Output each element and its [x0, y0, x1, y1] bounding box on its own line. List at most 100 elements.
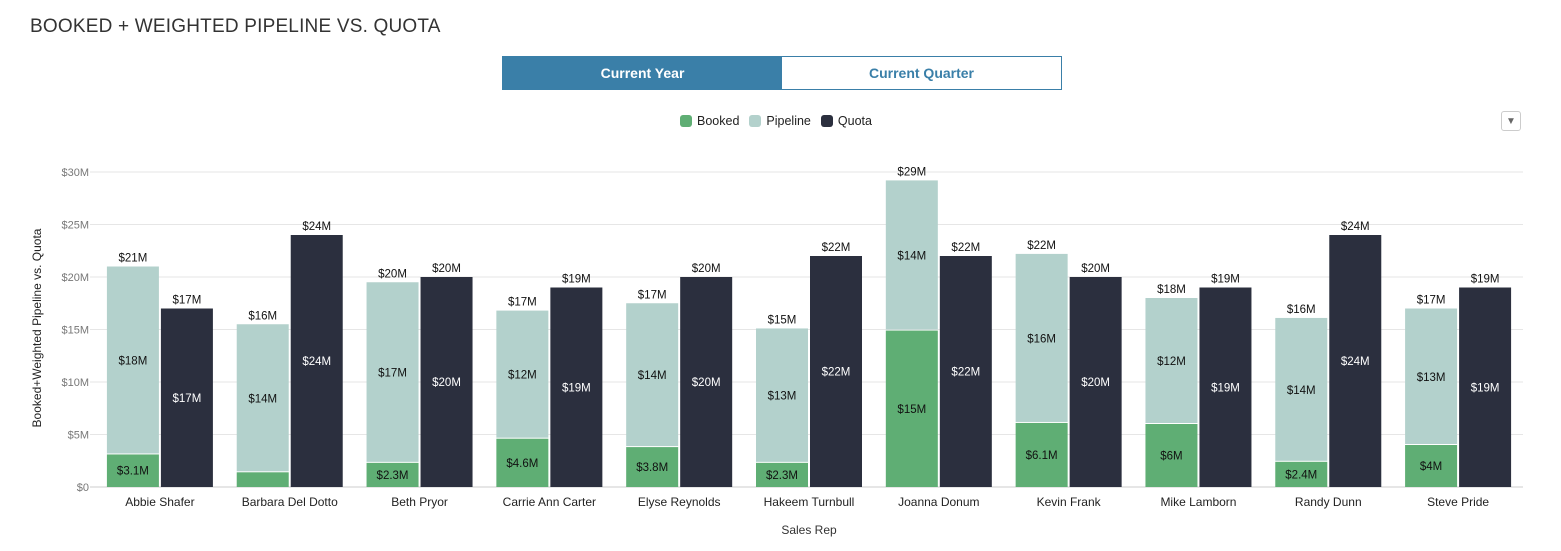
quota-bar [1069, 277, 1122, 487]
legend-label: Pipeline [766, 114, 811, 128]
x-tick-label: Hakeem Turnbull [764, 495, 855, 509]
chart-title: BOOKED + WEIGHTED PIPELINE VS. QUOTA [30, 16, 441, 37]
quota-total-label: $22M [822, 242, 851, 254]
pipeline-data-label: $14M [1287, 385, 1316, 397]
quota-bar [1199, 287, 1252, 487]
pipeline-data-label: $18M [119, 355, 148, 367]
pipeline-bar [236, 324, 289, 472]
legend-item-booked[interactable]: Booked [680, 114, 739, 128]
booked-bar [1015, 422, 1068, 487]
stack-total-label: $16M [1287, 304, 1316, 316]
quota-total-label: $19M [1471, 274, 1500, 286]
quota-bar [939, 256, 992, 487]
booked-bar [366, 462, 419, 487]
quota-data-label: $24M [302, 356, 331, 368]
y-tick-label: $20M [61, 272, 89, 284]
pipeline-bar [1405, 308, 1458, 444]
pipeline-data-label: $14M [897, 250, 926, 262]
booked-data-label: $6.1M [1026, 450, 1058, 462]
quota-data-label: $20M [1081, 377, 1110, 389]
pipeline-data-label: $16M [1027, 333, 1056, 345]
quota-total-label: $20M [432, 263, 461, 275]
quota-total-label: $24M [302, 221, 331, 233]
booked-bar [1275, 461, 1328, 487]
booked-bar [1405, 445, 1458, 487]
booked-bar [236, 472, 289, 487]
legend-item-pipeline[interactable]: Pipeline [749, 114, 811, 128]
booked-bar [756, 462, 808, 487]
legend-label: Booked [697, 114, 740, 128]
quota-data-label: $19M [1211, 382, 1240, 394]
quota-bar [420, 277, 473, 487]
stack-total-label: $17M [508, 297, 537, 309]
quota-total-label: $19M [1211, 274, 1240, 286]
booked-data-label: $4.6M [506, 458, 538, 470]
quota-bar [810, 256, 862, 487]
pipeline-bar [1015, 253, 1068, 422]
legend-item-quota[interactable]: Quota [820, 114, 872, 128]
quota-bar [290, 235, 343, 487]
stack-total-label: $17M [638, 289, 667, 301]
pipeline-bar [756, 328, 808, 462]
pipeline-bar [496, 310, 549, 438]
pipeline-data-label: $13M [768, 391, 797, 403]
stack-total-label: $21M [119, 253, 148, 265]
booked-data-label: $15M [897, 404, 926, 416]
legend: Booked Pipeline Quota [680, 114, 872, 128]
x-tick-label: Joanna Donum [898, 495, 979, 509]
y-tick-label: $10M [61, 377, 89, 389]
x-tick-label: Barbara Del Dotto [242, 495, 338, 509]
y-tick-label: $15M [61, 325, 89, 337]
x-tick-label: Beth Pryor [391, 495, 448, 509]
x-tick-label: Carrie Ann Carter [503, 495, 596, 509]
current-year-tab[interactable]: Current Year [503, 57, 782, 89]
x-tick-label: Mike Lamborn [1160, 495, 1236, 509]
booked-data-label: $6M [1160, 451, 1182, 463]
booked-bar [1145, 424, 1198, 487]
pipeline-data-label: $14M [248, 393, 277, 405]
current-quarter-tab[interactable]: Current Quarter [782, 57, 1061, 89]
booked-bar [885, 330, 938, 487]
quota-total-label: $20M [1081, 263, 1110, 275]
quota-total-label: $24M [1341, 221, 1370, 233]
booked-bar [626, 447, 679, 487]
legend-label: Quota [837, 114, 872, 128]
stack-total-label: $18M [1157, 284, 1186, 296]
booked-bar [496, 438, 549, 487]
booked-swatch [680, 115, 692, 127]
stack-total-label: $29M [897, 166, 926, 178]
quota-bar [1459, 287, 1512, 487]
y-tick-label: $5M [68, 430, 89, 442]
quota-data-label: $20M [692, 377, 721, 389]
quota-data-label: $17M [173, 393, 202, 405]
booked-data-label: $2.4M [1285, 469, 1317, 481]
quota-swatch [820, 115, 833, 127]
triangle-down-icon[interactable]: ▼ [1501, 111, 1521, 131]
pipeline-bar [885, 180, 938, 330]
booked-bar [106, 454, 159, 487]
quota-total-label: $19M [562, 274, 591, 286]
quota-bar [550, 287, 603, 487]
quota-data-label: $24M [1341, 356, 1370, 368]
quota-bar [160, 308, 213, 487]
quota-data-label: $22M [822, 367, 851, 379]
quota-bar [680, 277, 733, 487]
pipeline-swatch [749, 115, 762, 127]
booked-data-label: $3.1M [117, 466, 149, 478]
quota-total-label: $20M [692, 263, 721, 275]
pipeline-data-label: $12M [1157, 356, 1186, 368]
quota-data-label: $20M [432, 377, 461, 389]
period-toggle[interactable]: Current Year Current Quarter [502, 56, 1062, 90]
x-tick-label: Randy Dunn [1295, 495, 1362, 509]
booked-data-label: $2.3M [377, 470, 409, 482]
quota-total-label: $22M [951, 242, 980, 254]
quota-data-label: $22M [951, 367, 980, 379]
pipeline-bar [1275, 317, 1328, 461]
stack-total-label: $15M [768, 314, 797, 326]
x-tick-label: Kevin Frank [1037, 495, 1102, 509]
booked-data-label: $3.8M [636, 462, 668, 474]
pipeline-bar [1145, 298, 1198, 423]
booked-data-label: $2.3M [766, 470, 798, 482]
pipeline-data-label: $13M [1417, 372, 1446, 384]
